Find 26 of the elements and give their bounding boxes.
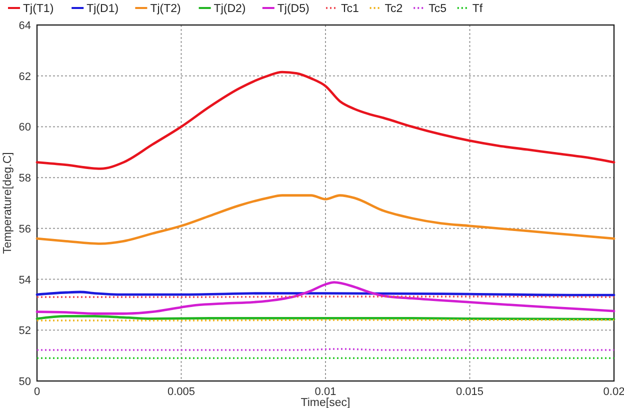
y-tick-label: 54 [18, 274, 31, 286]
legend-label: Tf [472, 3, 484, 15]
y-axis-title: Temperature[deg.C] [2, 152, 14, 254]
legend-label: Tj(D5) [277, 3, 310, 15]
legend-label: Tj(T1) [23, 3, 54, 15]
y-tick-label: 56 [18, 223, 31, 236]
y-tick-label: 52 [18, 325, 31, 338]
x-tick-label: 0.015 [456, 386, 484, 398]
legend-label: Tj(D1) [86, 3, 119, 15]
line-series [36, 70, 616, 170]
legend-label: Tc2 [384, 3, 403, 15]
y-tick-label: 64 [18, 20, 31, 32]
y-tick-label: 60 [18, 122, 31, 134]
x-tick-label: 0.01 [314, 386, 336, 398]
legend-label: Tj(T2) [150, 3, 182, 15]
line-series [36, 281, 616, 315]
y-tick-label: 62 [18, 70, 31, 83]
y-tick-label: 50 [18, 376, 31, 388]
legend-label: Tc5 [428, 3, 447, 15]
legend-label: Tj(D2) [214, 3, 246, 15]
legend-label: Tc1 [341, 3, 359, 15]
x-tick-label: 0.005 [167, 386, 196, 398]
y-tick-label: 58 [18, 172, 31, 185]
x-tick-label: 0.02 [603, 386, 624, 398]
line-series [36, 194, 616, 245]
x-tick-label: 0 [34, 386, 40, 398]
